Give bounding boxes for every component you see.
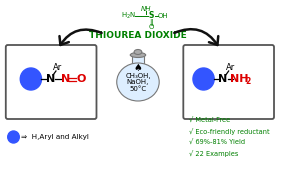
- Circle shape: [193, 68, 214, 90]
- Text: NH: NH: [230, 74, 249, 84]
- Text: √ Metal-Free: √ Metal-Free: [189, 118, 230, 124]
- Text: N: N: [61, 74, 70, 84]
- Text: NH: NH: [140, 6, 151, 12]
- FancyArrowPatch shape: [174, 29, 218, 45]
- Text: N: N: [218, 74, 228, 84]
- FancyArrowPatch shape: [59, 29, 102, 45]
- Text: NaOH,: NaOH,: [127, 79, 149, 85]
- Text: ⇒  H,Aryl and Alkyl: ⇒ H,Aryl and Alkyl: [21, 134, 89, 140]
- Bar: [132, 55, 144, 77]
- Text: ||: ||: [149, 19, 154, 26]
- Ellipse shape: [130, 53, 146, 57]
- Text: H$_2$N: H$_2$N: [121, 11, 136, 21]
- Text: √ 22 Examples: √ 22 Examples: [189, 151, 238, 157]
- Ellipse shape: [134, 50, 142, 54]
- Text: √ Eco-friendly reductant: √ Eco-friendly reductant: [189, 129, 270, 135]
- Text: OH: OH: [158, 13, 168, 19]
- Text: ♠: ♠: [133, 63, 142, 73]
- Text: N: N: [46, 74, 55, 84]
- Text: S: S: [149, 12, 154, 20]
- Circle shape: [20, 68, 42, 90]
- Text: Ar: Ar: [53, 64, 63, 73]
- Ellipse shape: [117, 63, 159, 101]
- FancyBboxPatch shape: [6, 45, 96, 119]
- FancyBboxPatch shape: [183, 45, 274, 119]
- Text: √ 69%-81% Yield: √ 69%-81% Yield: [189, 140, 245, 146]
- Text: THIOUREA DIOXIDE: THIOUREA DIOXIDE: [89, 30, 187, 40]
- Text: 50°C: 50°C: [129, 86, 147, 92]
- Circle shape: [8, 131, 19, 143]
- Text: Ar: Ar: [226, 64, 235, 73]
- Text: 2: 2: [245, 77, 251, 87]
- Text: O: O: [76, 74, 86, 84]
- Text: O: O: [149, 24, 154, 30]
- Text: CH₃OH,: CH₃OH,: [125, 73, 151, 79]
